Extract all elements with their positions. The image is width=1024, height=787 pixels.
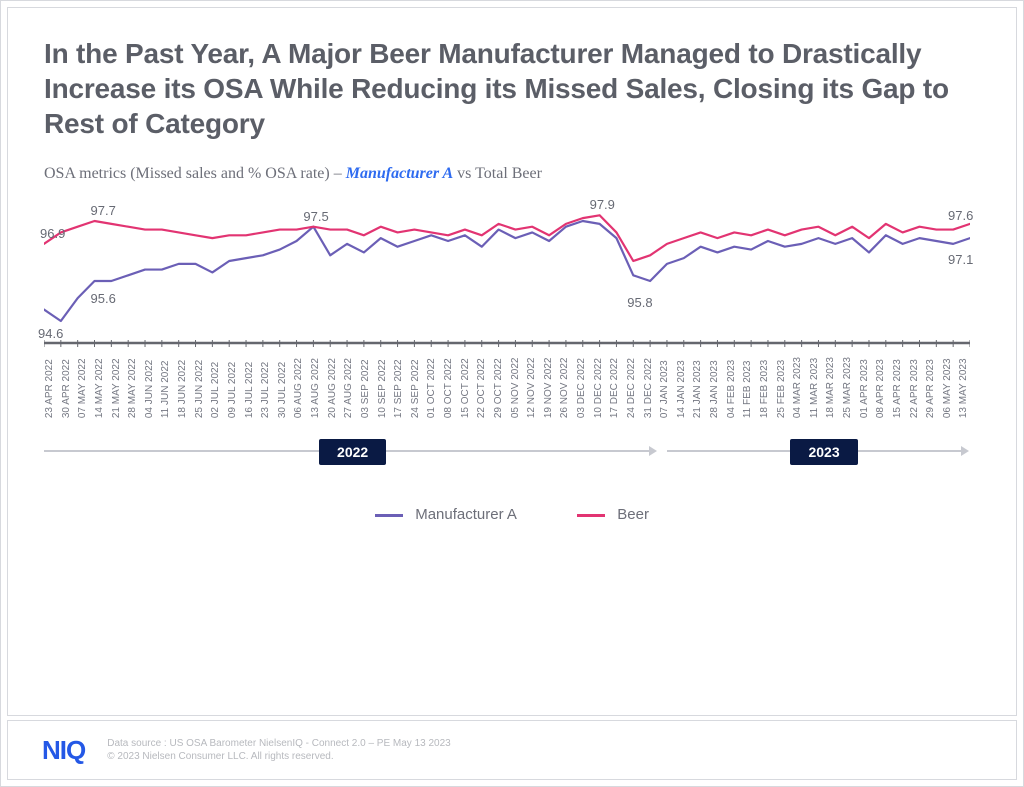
subtitle-text-b: vs Total Beer — [457, 165, 542, 182]
value-label: 97.9 — [590, 197, 615, 212]
subtitle: OSA metrics (Missed sales and % OSA rate… — [44, 165, 980, 183]
x-axis-label: 16 JUL 2022 — [244, 357, 255, 418]
footer: NIQ Data source : US OSA Barometer Niels… — [7, 720, 1017, 780]
x-axis-label: 24 DEC 2022 — [626, 357, 637, 418]
niq-logo: NIQ — [42, 735, 85, 766]
x-axis-label: 29 OCT 2022 — [493, 357, 504, 418]
x-axis-label: 04 JUN 2022 — [144, 357, 155, 418]
x-axis-label: 18 JUN 2022 — [177, 357, 188, 418]
x-axis-label: 06 AUG 2022 — [293, 357, 304, 418]
chart-area: 96.997.794.695.697.597.995.897.697.1 — [44, 201, 980, 351]
year-pill-2022: 2022 — [319, 439, 386, 465]
footer-copyright: © 2023 Nielsen Consumer LLC. All rights … — [107, 750, 451, 763]
legend: Manufacturer A Beer — [44, 506, 980, 523]
x-axis-label: 11 JUN 2022 — [160, 357, 171, 418]
value-label: 97.5 — [303, 209, 328, 224]
value-label: 95.8 — [627, 295, 652, 310]
x-axis-label: 21 JAN 2023 — [692, 357, 703, 418]
x-axis-label: 18 MAR 2023 — [825, 357, 836, 418]
x-axis-label: 29 APR 2023 — [925, 357, 936, 418]
x-axis-label: 17 DEC 2022 — [609, 357, 620, 418]
x-axis-label: 08 APR 2023 — [875, 357, 886, 418]
footer-text: Data source : US OSA Barometer NielsenIQ… — [107, 737, 451, 763]
value-label: 96.9 — [40, 226, 65, 241]
x-axis-label: 21 MAY 2022 — [111, 357, 122, 418]
x-axis-label: 19 NOV 2022 — [543, 357, 554, 418]
year-pill-2023: 2023 — [790, 439, 857, 465]
legend-item-beer: Beer — [577, 506, 649, 523]
x-axis-label: 25 JUN 2022 — [194, 357, 205, 418]
value-label: 97.6 — [948, 208, 973, 223]
x-axis-label: 07 MAY 2022 — [77, 357, 88, 418]
legend-label-beer: Beer — [617, 506, 649, 523]
x-axis-label: 04 MAR 2023 — [792, 357, 803, 418]
subtitle-manufacturer: Manufacturer A — [346, 165, 453, 182]
x-axis-label: 08 OCT 2022 — [443, 357, 454, 418]
value-label: 94.6 — [38, 326, 63, 341]
x-axis-label: 14 MAY 2022 — [94, 357, 105, 418]
x-axis-label: 17 SEP 2022 — [393, 357, 404, 418]
x-axis-label: 13 MAY 2023 — [958, 357, 969, 418]
x-axis-label: 30 JUL 2022 — [277, 357, 288, 418]
x-axis-label: 09 JUL 2022 — [227, 357, 238, 418]
x-axis-label: 31 DEC 2022 — [643, 357, 654, 418]
x-axis-label: 23 JUL 2022 — [260, 357, 271, 418]
value-labels-layer: 96.997.794.695.697.597.995.897.697.1 — [44, 201, 970, 341]
slide-title: In the Past Year, A Major Beer Manufactu… — [44, 36, 980, 141]
value-label: 95.6 — [91, 291, 116, 306]
value-label: 97.1 — [948, 252, 973, 267]
x-axis-label: 27 AUG 2022 — [343, 357, 354, 418]
x-axis-label: 26 NOV 2022 — [559, 357, 570, 418]
x-axis-label: 06 MAY 2023 — [942, 357, 953, 418]
x-axis-label: 22 APR 2023 — [909, 357, 920, 418]
x-axis-labels: 23 APR 2022 30 APR 2022 07 MAY 2022 14 MAY … — [44, 357, 970, 418]
x-axis-label: 22 OCT 2022 — [476, 357, 487, 418]
x-axis-label: 18 FEB 2023 — [759, 357, 770, 418]
subtitle-text-a: OSA metrics (Missed sales and % OSA rate… — [44, 165, 346, 182]
x-axis-label: 20 AUG 2022 — [327, 357, 338, 418]
slide-frame: In the Past Year, A Major Beer Manufactu… — [0, 0, 1024, 787]
x-axis-label: 07 JAN 2023 — [659, 357, 670, 418]
x-axis-label: 11 MAR 2023 — [809, 357, 820, 418]
x-axis-label: 04 FEB 2023 — [726, 357, 737, 418]
x-axis-label: 14 JAN 2023 — [676, 357, 687, 418]
x-axis-label: 03 SEP 2022 — [360, 357, 371, 418]
x-axis-label: 30 APR 2022 — [61, 357, 72, 418]
x-axis-label: 01 APR 2023 — [859, 357, 870, 418]
x-axis-label: 25 MAR 2023 — [842, 357, 853, 418]
x-axis-label: 02 JUL 2022 — [210, 357, 221, 418]
value-label: 97.7 — [91, 203, 116, 218]
x-axis-label: 01 OCT 2022 — [426, 357, 437, 418]
content-panel: In the Past Year, A Major Beer Manufactu… — [7, 7, 1017, 716]
x-axis-label: 15 OCT 2022 — [460, 357, 471, 418]
x-axis-label: 28 MAY 2022 — [127, 357, 138, 418]
x-axis-label: 05 NOV 2022 — [510, 357, 521, 418]
x-axis-label: 15 APR 2023 — [892, 357, 903, 418]
x-axis-label: 23 APR 2022 — [44, 357, 55, 418]
legend-swatch-manufacturer-a — [375, 514, 403, 517]
x-axis-label: 10 SEP 2022 — [377, 357, 388, 418]
x-axis-label: 13 AUG 2022 — [310, 357, 321, 418]
x-axis-label: 10 DEC 2022 — [593, 357, 604, 418]
legend-label-manufacturer-a: Manufacturer A — [415, 506, 517, 523]
x-axis-label: 28 JAN 2023 — [709, 357, 720, 418]
x-axis-label: 03 DEC 2022 — [576, 357, 587, 418]
year-timeline: 2022 2023 — [44, 430, 970, 488]
x-axis-label: 12 NOV 2022 — [526, 357, 537, 418]
footer-source: Data source : US OSA Barometer NielsenIQ… — [107, 737, 451, 750]
x-axis-label: 11 FEB 2023 — [742, 357, 753, 418]
x-axis-label: 25 FEB 2023 — [776, 357, 787, 418]
legend-swatch-beer — [577, 514, 605, 517]
legend-item-manufacturer-a: Manufacturer A — [375, 506, 517, 523]
x-axis-label: 24 SEP 2022 — [410, 357, 421, 418]
